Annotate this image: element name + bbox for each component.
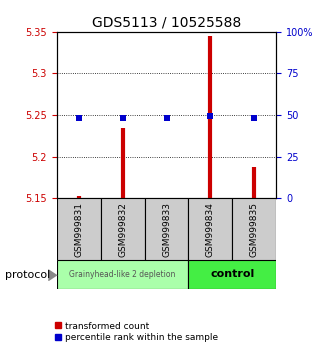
Text: GSM999835: GSM999835 — [250, 202, 259, 257]
Text: GSM999831: GSM999831 — [74, 202, 83, 257]
Bar — [101, 198, 145, 260]
Bar — [188, 260, 276, 289]
Text: control: control — [210, 269, 254, 279]
Text: GDS5113 / 10525588: GDS5113 / 10525588 — [92, 16, 241, 30]
Text: Grainyhead-like 2 depletion: Grainyhead-like 2 depletion — [69, 270, 176, 279]
Bar — [145, 198, 188, 260]
Legend: transformed count, percentile rank within the sample: transformed count, percentile rank withi… — [51, 318, 221, 346]
Text: GSM999833: GSM999833 — [162, 202, 171, 257]
Text: GSM999834: GSM999834 — [206, 202, 215, 257]
Text: protocol: protocol — [5, 270, 50, 280]
Bar — [57, 260, 188, 289]
Bar — [57, 198, 101, 260]
Text: GSM999832: GSM999832 — [118, 202, 127, 257]
Polygon shape — [48, 269, 58, 281]
Bar — [232, 198, 276, 260]
Bar — [188, 198, 232, 260]
